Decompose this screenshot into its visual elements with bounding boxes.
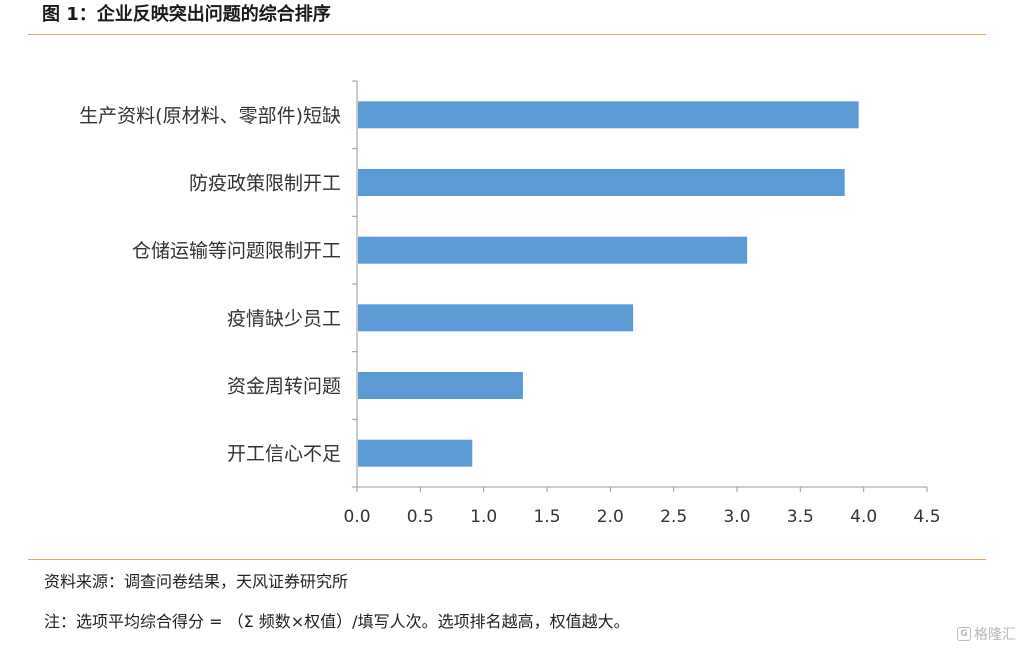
footer-divider [28,559,986,560]
x-tick-label: 2.5 [660,507,687,527]
bar [358,304,634,332]
x-tick-label: 0.0 [343,507,370,527]
bar [358,169,845,196]
watermark-text: 格隆汇 [974,627,1016,643]
watermark-logo-icon: G [957,627,971,641]
source-note: 资料来源：调查问卷结果，天风证券研究所 [44,572,349,591]
bar-chart: 生产资料(原材料、零部件)短缺防疫政策限制开工仓储运输等问题限制开工疫情缺少员工… [79,80,941,527]
category-label: 疫情缺少员工 [227,308,341,330]
category-label: 开工信心不足 [227,443,341,465]
x-tick-label: 4.0 [850,507,877,527]
x-tick-label: 3.0 [723,507,750,527]
watermark: G 格隆汇 [957,624,1016,644]
bar [358,101,859,129]
category-label: 防疫政策限制开工 [189,173,341,195]
category-label: 仓储运输等问题限制开工 [132,240,341,262]
category-label: 生产资料(原材料、零部件)短缺 [79,105,341,127]
bar [358,372,523,399]
x-tick-label: 1.5 [533,507,560,527]
formula-note: 注：选项平均综合得分 = （Σ 频数×权值）/填写人次。选项排名越高，权值越大。 [44,612,630,631]
x-tick-label: 2.0 [597,507,624,527]
x-tick-label: 1.0 [470,507,497,527]
bar [358,236,748,264]
title-divider [28,34,986,35]
x-tick-label: 0.5 [407,507,434,527]
bar [358,439,473,467]
x-tick-label: 4.5 [913,507,940,527]
chart-title: 图 1：企业反映突出问题的综合排序 [42,4,331,25]
category-label: 资金周转问题 [227,376,341,398]
x-tick-label: 3.5 [787,507,814,527]
